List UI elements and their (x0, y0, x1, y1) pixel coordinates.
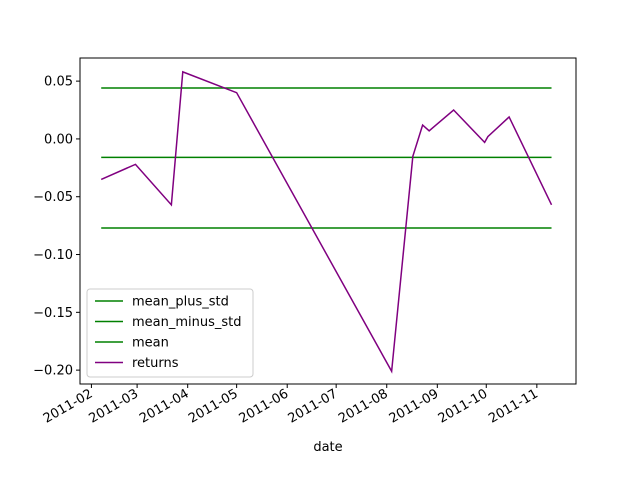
y-tick-label: −0.20 (33, 364, 73, 379)
y-tick-label: 0.05 (44, 75, 73, 90)
legend-label: mean_plus_std (132, 295, 229, 310)
y-axis: 0.05 0.00 −0.05 −0.10 −0.15 −0.20 (33, 75, 80, 379)
series-layer (100, 70, 553, 374)
y-tick-label: −0.10 (33, 248, 73, 263)
legend-label: returns (132, 356, 179, 371)
legend-box (86, 288, 254, 378)
y-tick-label: 0.00 (44, 132, 73, 147)
series-line-returns (100, 70, 553, 374)
x-axis-label: date (313, 440, 342, 455)
legend-label: mean (132, 336, 169, 351)
legend-label: mean_minus_std (132, 315, 242, 330)
plot-frame (79, 57, 577, 385)
y-tick-label: −0.05 (33, 190, 73, 205)
y-tick-label: −0.15 (33, 306, 73, 321)
